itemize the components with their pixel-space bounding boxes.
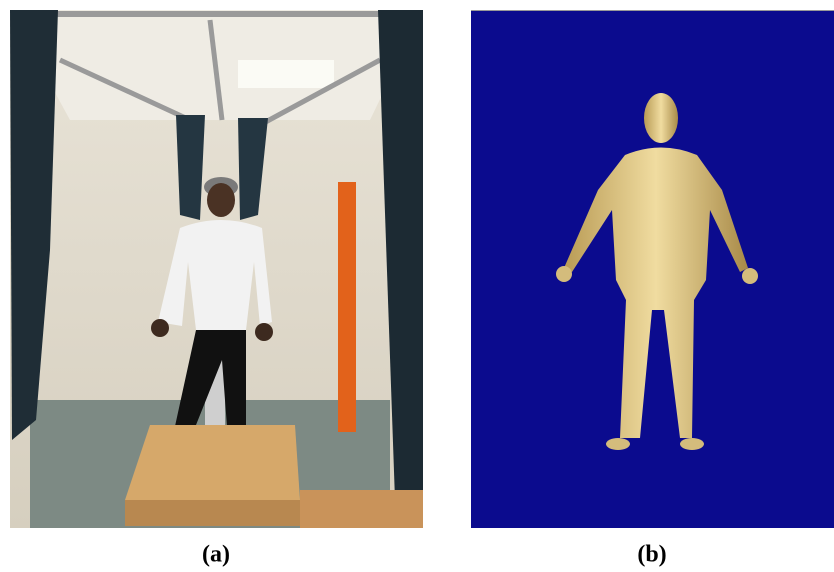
hand bbox=[255, 323, 273, 341]
photo-panel bbox=[10, 10, 423, 528]
panel-caption: (b) bbox=[637, 542, 666, 568]
scan-foot bbox=[680, 438, 704, 450]
scan-hand bbox=[742, 268, 758, 284]
platform-side bbox=[125, 500, 300, 526]
shirt bbox=[158, 220, 272, 330]
scan-panel bbox=[471, 10, 834, 528]
curtain bbox=[238, 118, 268, 220]
head bbox=[207, 183, 235, 217]
scan-foot bbox=[606, 438, 630, 450]
frame-bar bbox=[58, 57, 192, 123]
curtain bbox=[10, 10, 58, 440]
frame-bar bbox=[207, 19, 225, 121]
scan-head bbox=[644, 93, 678, 143]
platform-top bbox=[125, 425, 300, 500]
hand bbox=[151, 319, 169, 337]
frame-bar bbox=[258, 57, 382, 128]
orange-pole bbox=[338, 182, 356, 432]
ceiling-light bbox=[238, 60, 334, 88]
curtain bbox=[378, 10, 423, 528]
legs bbox=[172, 330, 246, 440]
panel-caption: (a) bbox=[202, 542, 230, 568]
scan-hand bbox=[556, 266, 572, 282]
curtain bbox=[176, 115, 205, 220]
scan-body bbox=[564, 147, 748, 438]
bench bbox=[300, 490, 423, 528]
